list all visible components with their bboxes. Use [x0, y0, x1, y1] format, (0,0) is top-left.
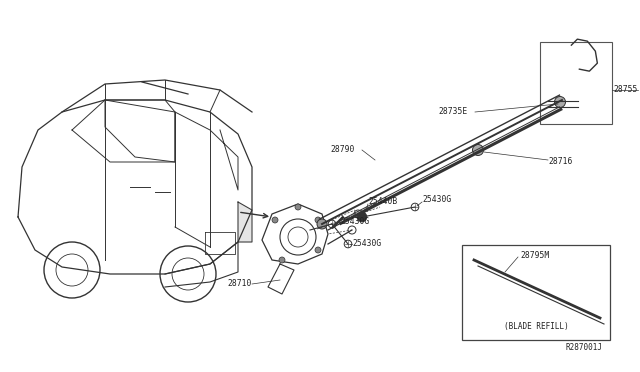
Polygon shape: [238, 202, 252, 242]
Text: 28790: 28790: [330, 145, 355, 154]
Circle shape: [412, 203, 419, 211]
Circle shape: [272, 217, 278, 223]
Bar: [462, 245, 610, 340]
Circle shape: [328, 220, 336, 228]
Text: 28795M: 28795M: [520, 251, 549, 260]
Text: 28716: 28716: [548, 157, 572, 167]
Text: 25430G: 25430G: [422, 196, 451, 205]
Circle shape: [295, 204, 301, 210]
Circle shape: [554, 96, 566, 108]
Text: 25430G: 25430G: [352, 240, 381, 248]
Text: 28710: 28710: [228, 279, 252, 289]
Text: 25430G: 25430G: [340, 218, 369, 227]
Circle shape: [354, 210, 362, 218]
Text: 25440B: 25440B: [368, 198, 397, 206]
Bar: [540, 42, 612, 124]
Circle shape: [348, 226, 356, 234]
Circle shape: [279, 257, 285, 263]
Circle shape: [317, 219, 327, 229]
Circle shape: [357, 212, 367, 222]
Text: 28755: 28755: [614, 85, 638, 94]
Text: R287001J: R287001J: [565, 343, 602, 353]
Circle shape: [472, 144, 483, 155]
Circle shape: [315, 247, 321, 253]
Circle shape: [315, 217, 321, 223]
Circle shape: [344, 240, 352, 248]
Text: (BLADE REFILL): (BLADE REFILL): [504, 321, 568, 330]
Text: 28735E: 28735E: [438, 108, 467, 116]
